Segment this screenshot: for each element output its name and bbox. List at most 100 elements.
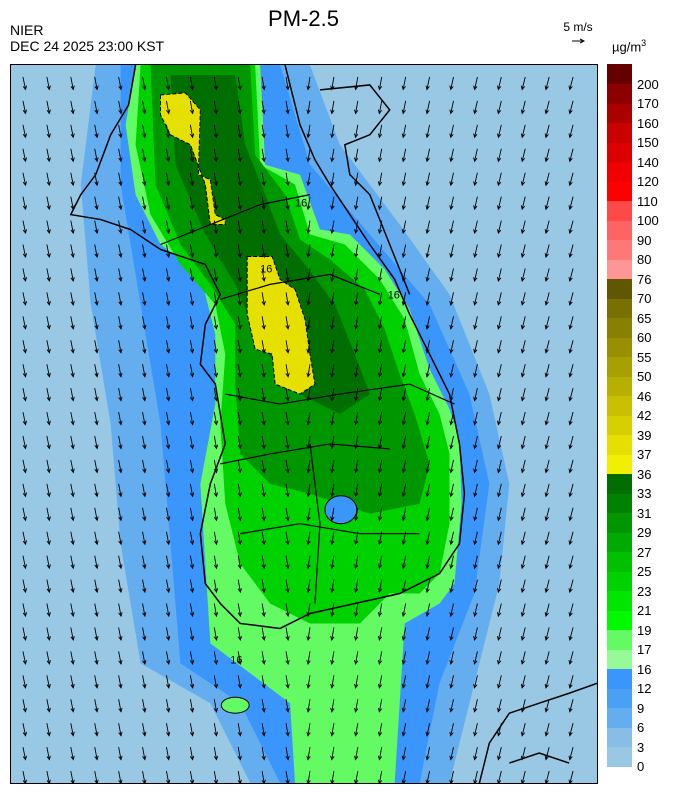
- wind-arrow-icon: [261, 148, 266, 163]
- wind-arrow-icon: [544, 148, 550, 163]
- wind-arrow-icon: [568, 699, 574, 713]
- wind-arrow-icon: [306, 148, 311, 163]
- wind-arrow-icon: [118, 459, 123, 474]
- wind-arrow-icon: [285, 244, 290, 259]
- wind-arrow-icon: [330, 483, 335, 498]
- wind-arrow-icon: [544, 364, 550, 378]
- colorbar-tick-label: 100: [637, 213, 659, 228]
- wind-arrow-icon: [473, 531, 478, 546]
- wind-arrow-icon: [377, 603, 383, 618]
- wind-arrow-icon: [118, 316, 123, 330]
- wind-arrow-icon: [189, 340, 195, 354]
- wind-arrow-icon: [46, 555, 51, 570]
- wind-arrow-icon: [166, 76, 171, 91]
- wind-arrow-icon: [261, 364, 266, 378]
- wind-arrow-icon: [189, 459, 195, 474]
- wind-arrow-icon: [568, 531, 574, 546]
- wind-arrow-icon: [401, 675, 407, 689]
- wind-arrow-icon: [520, 675, 526, 689]
- colorbar-tick-label: 3: [637, 739, 645, 755]
- colorbar-tick-label: 150: [637, 135, 659, 150]
- wind-arrow-icon: [70, 76, 75, 91]
- wind-arrow-icon: [94, 268, 99, 283]
- wind-arrow-icon: [213, 555, 219, 570]
- wind-arrow-icon: [70, 340, 75, 354]
- wind-arrow-icon: [544, 770, 550, 783]
- wind-arrow-icon: [544, 627, 550, 641]
- wind-arrow-icon: [377, 292, 383, 306]
- colorbar-tick-label: 19: [637, 622, 652, 638]
- wind-arrow-icon: [473, 603, 478, 618]
- wind-arrow-icon: [237, 651, 242, 665]
- wind-arrow-icon: [473, 387, 478, 402]
- wind-reference-label: 5 m/s: [563, 20, 593, 34]
- wind-arrow-icon: [520, 196, 526, 211]
- coastline-north: [319, 84, 411, 295]
- wind-arrow-icon: [118, 531, 123, 546]
- wind-arrow-icon: [142, 388, 147, 402]
- wind-arrow-icon: [142, 435, 147, 450]
- wind-arrow-icon: [70, 172, 75, 187]
- wind-arrow-icon: [142, 627, 147, 642]
- wind-arrow-icon: [568, 244, 574, 259]
- wind-arrow-icon: [568, 292, 574, 306]
- wind-arrow-icon: [306, 531, 311, 546]
- wind-arrow-icon: [142, 603, 147, 618]
- wind-arrow-icon: [46, 244, 51, 259]
- wind-arrow-icon: [94, 483, 99, 498]
- colorbar-swatch: [607, 278, 632, 299]
- wind-arrow-icon: [166, 770, 171, 783]
- wind-arrow-icon: [473, 675, 478, 689]
- wind-arrow-icon: [306, 124, 311, 139]
- wind-arrow-icon: [213, 723, 219, 737]
- wind-arrow-icon: [354, 340, 359, 354]
- wind-arrow-icon: [449, 699, 454, 713]
- wind-arrow-icon: [285, 100, 290, 115]
- wind-arrow-icon: [213, 316, 219, 330]
- wind-arrow-icon: [261, 124, 266, 139]
- wind-arrow-icon: [46, 76, 51, 91]
- wind-arrow-icon: [22, 316, 27, 330]
- wind-arrow-icon: [70, 364, 75, 378]
- wind-arrow-icon: [330, 723, 335, 737]
- wind-arrow-icon: [330, 76, 335, 91]
- wind-arrow-icon: [213, 340, 219, 354]
- wind-arrow-icon: [449, 148, 454, 163]
- wind-arrow-icon: [118, 555, 123, 570]
- wind-arrow-icon: [94, 699, 99, 713]
- wind-arrow-icon: [285, 459, 290, 474]
- wind-arrow-icon: [261, 651, 266, 665]
- wind-arrow-icon: [166, 627, 171, 642]
- wind-arrow-icon: [118, 244, 123, 259]
- wind-arrow-icon: [261, 483, 266, 498]
- contour-label: 16: [230, 654, 242, 666]
- field-yellow-central: [246, 255, 316, 395]
- wind-arrow-icon: [544, 196, 550, 211]
- wind-arrow-icon: [285, 435, 290, 450]
- wind-arrow-icon: [237, 76, 242, 91]
- wind-arrow-icon: [213, 364, 219, 378]
- colorbar-swatch: [607, 415, 632, 435]
- wind-arrow-icon: [544, 746, 550, 761]
- wind-arrow-icon: [520, 220, 526, 235]
- wind-arrow-icon: [166, 579, 171, 594]
- contour-label: 16: [295, 198, 307, 210]
- colorbar-swatch: [607, 259, 632, 279]
- wind-arrow-icon: [449, 124, 454, 139]
- wind-arrow-icon: [189, 627, 195, 642]
- wind-arrow-icon: [401, 507, 407, 522]
- wind-arrow-icon: [330, 244, 335, 259]
- wind-arrow-icon: [497, 699, 502, 713]
- colorbar-tick-label: 200: [637, 76, 659, 92]
- wind-arrow-icon: [285, 292, 290, 306]
- contour-label: 16: [260, 263, 272, 275]
- wind-arrow-icon: [449, 747, 454, 761]
- wind-arrow-icon: [213, 770, 219, 783]
- colorbar-tick-label: 27: [637, 544, 652, 560]
- wind-arrow-icon: [142, 555, 147, 570]
- wind-arrow-icon: [449, 76, 454, 91]
- wind-arrow-icon: [330, 292, 335, 306]
- wind-arrow-icon: [354, 292, 359, 306]
- wind-arrow-icon: [449, 483, 454, 498]
- wind-arrow-icon: [330, 411, 335, 426]
